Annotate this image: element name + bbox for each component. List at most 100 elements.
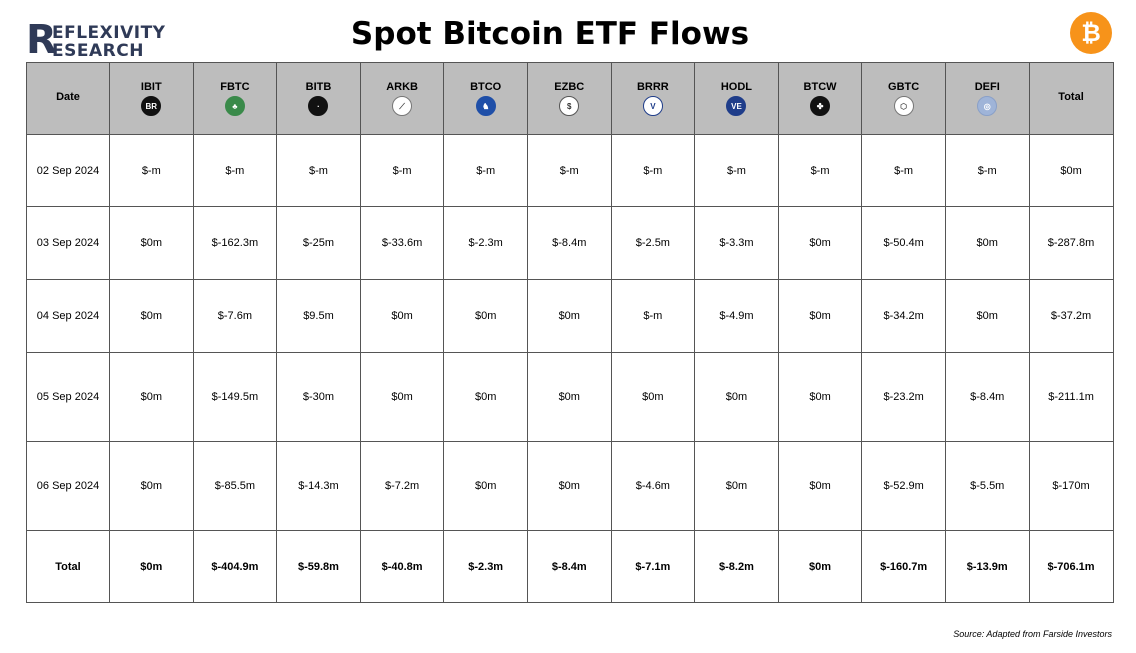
bitb-fund-logo-icon: · xyxy=(308,96,329,116)
flow-cell-total: $0m xyxy=(1028,134,1114,207)
column-header-label: GBTC xyxy=(888,81,920,93)
column-header-label: BITB xyxy=(305,81,332,93)
flow-cell-btco: $-2.3m xyxy=(443,530,528,603)
column-header-label: BTCW xyxy=(803,81,837,93)
flow-cell-fbtc: $-85.5m xyxy=(192,441,278,531)
flow-cell-btcw: $0m xyxy=(777,279,863,353)
flow-cell-ezbc: $0m xyxy=(526,441,612,531)
brrr-fund-logo-icon: V xyxy=(642,96,663,116)
flow-cell-ezbc: $0m xyxy=(526,352,612,442)
flow-cell-hodl: $0m xyxy=(694,441,779,531)
total-row: Total $0m $-404.9m $-59.8m $-40.8m $-2.3m $-8.… xyxy=(26,530,1114,603)
flow-cell-defi: $-5.5m xyxy=(944,441,1030,531)
flow-cell-bitb: $-14.3m xyxy=(276,441,361,531)
flow-cell-btco: $0m xyxy=(443,352,528,442)
flow-cell-brrr: $0m xyxy=(610,352,696,442)
flow-cell-defi: $0m xyxy=(944,206,1030,280)
flow-cell-gbtc: $-50.4m xyxy=(861,206,946,280)
flow-cell-brrr: $-4.6m xyxy=(610,441,696,531)
column-header-label: Date xyxy=(56,91,80,103)
flow-cell-btcw: $0m xyxy=(777,530,863,603)
flow-cell-total: $-37.2m xyxy=(1028,279,1114,353)
column-header-date: Date xyxy=(26,62,110,135)
flow-cell-bitb: $-30m xyxy=(276,352,361,442)
flow-cell-defi: $0m xyxy=(944,279,1030,353)
flow-cell-fbtc: $-149.5m xyxy=(192,352,278,442)
flow-cell-ezbc: $-8.4m xyxy=(526,530,612,603)
header-row: Date IBIT BR FBTC ♣ BITB · ARKB ⟋ BTCO ♞ EZBC $ BRRR V… xyxy=(26,62,1114,135)
flow-cell-total: $-706.1m xyxy=(1028,530,1114,603)
flow-cell-arkb: $0m xyxy=(359,352,445,442)
flow-cell-brrr: $-7.1m xyxy=(610,530,696,603)
column-header-brrr: BRRR V xyxy=(610,62,696,135)
source-note: Source: Adapted from Farside Investors xyxy=(953,629,1112,639)
column-header-btco: BTCO ♞ xyxy=(443,62,528,135)
flow-cell-total: $-211.1m xyxy=(1028,352,1114,442)
flow-cell-fbtc: $-404.9m xyxy=(192,530,278,603)
logo-line-1: EFLEXIVITY xyxy=(52,23,166,43)
column-header-ezbc: EZBC $ xyxy=(526,62,612,135)
flow-cell-gbtc: $-160.7m xyxy=(861,530,946,603)
hodl-fund-logo-icon: VE xyxy=(726,96,747,116)
flow-cell-ezbc: $-m xyxy=(526,134,612,207)
flow-cell-ibit: $0m xyxy=(109,206,194,280)
flow-cell-btco: $-m xyxy=(443,134,528,207)
flow-cell-fbtc: $-162.3m xyxy=(192,206,278,280)
logo-big-letter: R xyxy=(26,17,57,63)
column-header-ibit: IBIT BR xyxy=(109,62,194,135)
flow-cell-arkb: $-7.2m xyxy=(359,441,445,531)
flow-cell-defi: $-8.4m xyxy=(944,352,1030,442)
column-header-bitb: BITB · xyxy=(276,62,361,135)
btco-fund-logo-icon: ♞ xyxy=(475,96,496,116)
ezbc-fund-logo-icon: $ xyxy=(559,96,580,116)
row-date-cell: 02 Sep 2024 xyxy=(26,134,110,207)
etf-flows-table: Date IBIT BR FBTC ♣ BITB · ARKB ⟋ BTCO ♞ EZBC $ BRRR V… xyxy=(26,62,1114,603)
flow-cell-btco: $-2.3m xyxy=(443,206,528,280)
column-header-label: BTCO xyxy=(470,81,502,93)
row-date-cell: 04 Sep 2024 xyxy=(26,279,110,353)
flow-cell-ibit: $-m xyxy=(109,134,194,207)
flow-cell-ibit: $0m xyxy=(109,530,194,603)
flow-cell-gbtc: $-52.9m xyxy=(861,441,946,531)
flow-cell-ibit: $0m xyxy=(109,352,194,442)
flow-cell-hodl: $-m xyxy=(694,134,779,207)
flow-cell-brrr: $-m xyxy=(610,279,696,353)
column-header-total: Total xyxy=(1028,62,1114,135)
column-header-label: DEFI xyxy=(974,81,1000,93)
btcw-fund-logo-icon: ✤ xyxy=(810,96,831,116)
column-header-gbtc: GBTC ⬡ xyxy=(861,62,946,135)
table-body: 02 Sep 2024 $-m $-m $-m $-m $-m $-m $-m $-m $-m $-… xyxy=(26,134,1114,603)
table-row: 04 Sep 2024 $0m $-7.6m $9.5m $0m $0m $0m $-m $-4… xyxy=(26,279,1114,353)
flow-cell-brrr: $-2.5m xyxy=(610,206,696,280)
reflexivity-research-logo: R EFLEXIVITY ESEARCH xyxy=(26,17,186,63)
flow-cell-btcw: $0m xyxy=(777,441,863,531)
flow-cell-ibit: $0m xyxy=(109,441,194,531)
flow-cell-ezbc: $-8.4m xyxy=(526,206,612,280)
column-header-btcw: BTCW ✤ xyxy=(777,62,863,135)
defi-fund-logo-icon: ◎ xyxy=(977,96,998,116)
row-date-cell: 06 Sep 2024 xyxy=(26,441,110,531)
fbtc-fund-logo-icon: ♣ xyxy=(224,96,245,116)
column-header-label: ARKB xyxy=(386,81,418,93)
row-date-cell: 05 Sep 2024 xyxy=(26,352,110,442)
flow-cell-defi: $-13.9m xyxy=(944,530,1030,603)
column-header-fbtc: FBTC ♣ xyxy=(192,62,278,135)
arkb-fund-logo-icon: ⟋ xyxy=(392,96,413,116)
flow-cell-hodl: $-8.2m xyxy=(694,530,779,603)
flow-cell-btcw: $0m xyxy=(777,206,863,280)
gbtc-fund-logo-icon: ⬡ xyxy=(893,96,914,116)
flow-cell-btcw: $0m xyxy=(777,352,863,442)
column-header-arkb: ARKB ⟋ xyxy=(359,62,445,135)
page-title: Spot Bitcoin ETF Flows xyxy=(350,16,750,52)
column-header-label: HODL xyxy=(720,81,753,93)
ibit-fund-logo-icon: BR xyxy=(141,96,162,116)
bitcoin-icon: ₿ xyxy=(1070,12,1112,54)
flow-cell-total: $-287.8m xyxy=(1028,206,1114,280)
flow-cell-gbtc: $-34.2m xyxy=(861,279,946,353)
flow-cell-brrr: $-m xyxy=(610,134,696,207)
column-header-label: FBTC xyxy=(220,81,250,93)
table-row: 05 Sep 2024 $0m $-149.5m $-30m $0m $0m $0m $0m $… xyxy=(26,352,1114,442)
flow-cell-total: $-170m xyxy=(1028,441,1114,531)
flow-cell-btco: $0m xyxy=(443,279,528,353)
flow-cell-arkb: $0m xyxy=(359,279,445,353)
